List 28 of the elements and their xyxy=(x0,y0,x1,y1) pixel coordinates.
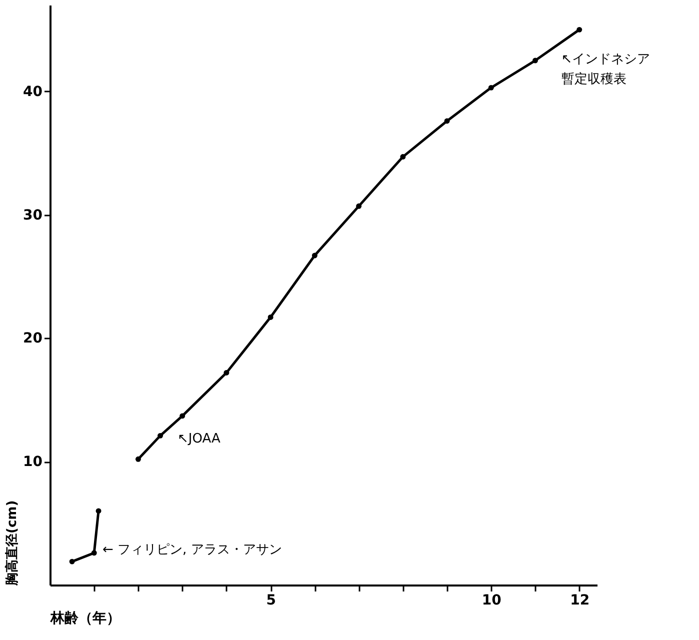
point xyxy=(69,558,75,564)
point xyxy=(400,154,406,160)
point xyxy=(96,508,102,514)
y-tick-label: 10 xyxy=(23,454,43,470)
point xyxy=(135,456,141,462)
y-tick-label: 40 xyxy=(23,84,43,100)
point xyxy=(91,550,97,556)
point xyxy=(532,58,538,64)
point xyxy=(356,203,362,209)
annotation: ↖インドネシア xyxy=(561,52,650,68)
y-tick-label: 20 xyxy=(23,330,43,347)
x-tick-label: 12 xyxy=(570,592,590,608)
point xyxy=(444,118,450,124)
point xyxy=(488,84,494,90)
x-tick-label: 5 xyxy=(266,592,276,608)
annotation: ← フィリピン, アラス・アサン xyxy=(102,542,282,558)
point xyxy=(312,252,318,258)
point xyxy=(180,413,186,419)
point xyxy=(158,432,164,438)
y-tick-label: 30 xyxy=(23,207,43,224)
annotation: 暫定収穫表 xyxy=(561,72,626,88)
point xyxy=(268,314,274,320)
point xyxy=(576,26,582,32)
x-tick-label: 10 xyxy=(482,592,502,608)
point xyxy=(224,370,230,376)
annotation: ↖JOAA xyxy=(178,432,220,447)
x-axis-title: 林齢（年） xyxy=(50,610,120,626)
y-axis-title: 胸高直径(cm) xyxy=(4,500,20,586)
